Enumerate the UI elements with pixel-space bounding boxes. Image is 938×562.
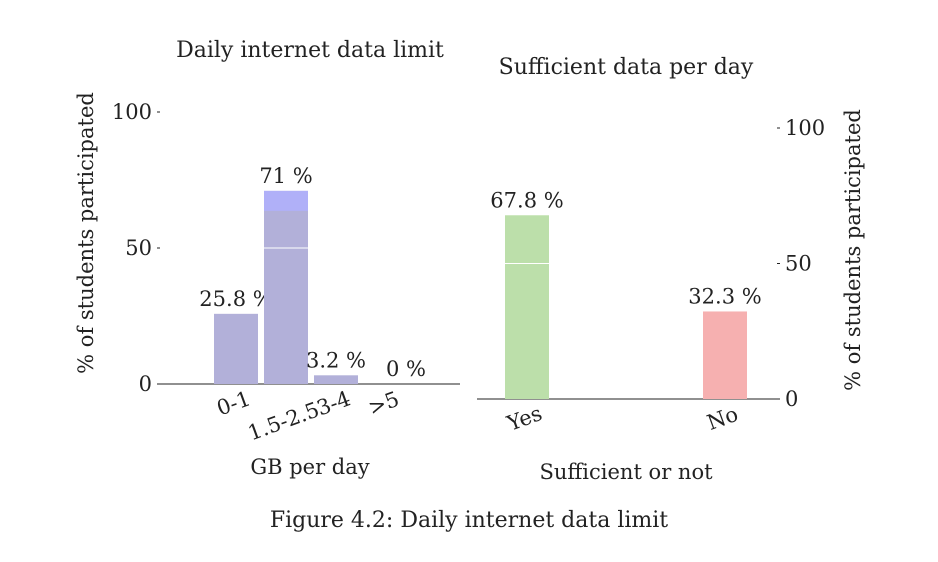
chart2-bar bbox=[703, 311, 747, 399]
chart1-y-tick-label: 50 bbox=[125, 236, 152, 260]
chart1-y-axis-label: % of students participated bbox=[74, 92, 98, 374]
chart1-data-label: 71 % bbox=[259, 164, 312, 188]
chart1-x-tick-label: 1.5-2.5 bbox=[245, 398, 323, 446]
chart2-x-tick-label: No bbox=[704, 402, 741, 435]
chart1-bar bbox=[314, 375, 358, 384]
chart1-x-tick-label: >5 bbox=[365, 387, 402, 420]
chart-sufficient-data: Sufficient data per day 0 50 100 67.8 % 32.… bbox=[477, 55, 865, 484]
chart2-title: Sufficient data per day bbox=[499, 55, 754, 80]
chart-data-limit: Daily internet data limit 0 50 100 25.8 % 7… bbox=[74, 38, 460, 479]
chart2-data-label: 32.3 % bbox=[688, 284, 761, 308]
chart1-x-tick-label: 0-1 bbox=[214, 386, 254, 420]
figure-caption: Figure 4.2: Daily internet data limit bbox=[270, 508, 668, 533]
chart2-data-label: 67.8 % bbox=[490, 188, 563, 212]
chart1-data-label: 25.8 % bbox=[199, 287, 272, 311]
chart1-x-axis-label: GB per day bbox=[250, 455, 369, 479]
chart1-title: Daily internet data limit bbox=[176, 38, 444, 63]
chart2-bar bbox=[505, 215, 549, 399]
chart1-bar-highlight bbox=[264, 190, 308, 211]
chart1-bar bbox=[264, 190, 308, 384]
chart1-data-label: 3.2 % bbox=[306, 348, 366, 372]
chart2-y-tick-label: 50 bbox=[785, 252, 812, 276]
chart1-data-label: 0 % bbox=[386, 357, 426, 381]
chart2-x-tick-label: Yes bbox=[503, 401, 545, 436]
chart2-y-tick-label: 0 bbox=[785, 387, 798, 411]
chart2-y-axis-label: % of students participated bbox=[841, 109, 865, 391]
chart2-y-tick-label: 100 bbox=[785, 116, 825, 140]
chart2-x-axis-label: Sufficient or not bbox=[539, 460, 713, 484]
chart1-bar bbox=[214, 313, 258, 384]
chart1-y-tick-label: 100 bbox=[112, 100, 152, 124]
chart1-y-tick-label: 0 bbox=[139, 372, 152, 396]
chart1-x-tick-label: 3-4 bbox=[314, 386, 354, 420]
